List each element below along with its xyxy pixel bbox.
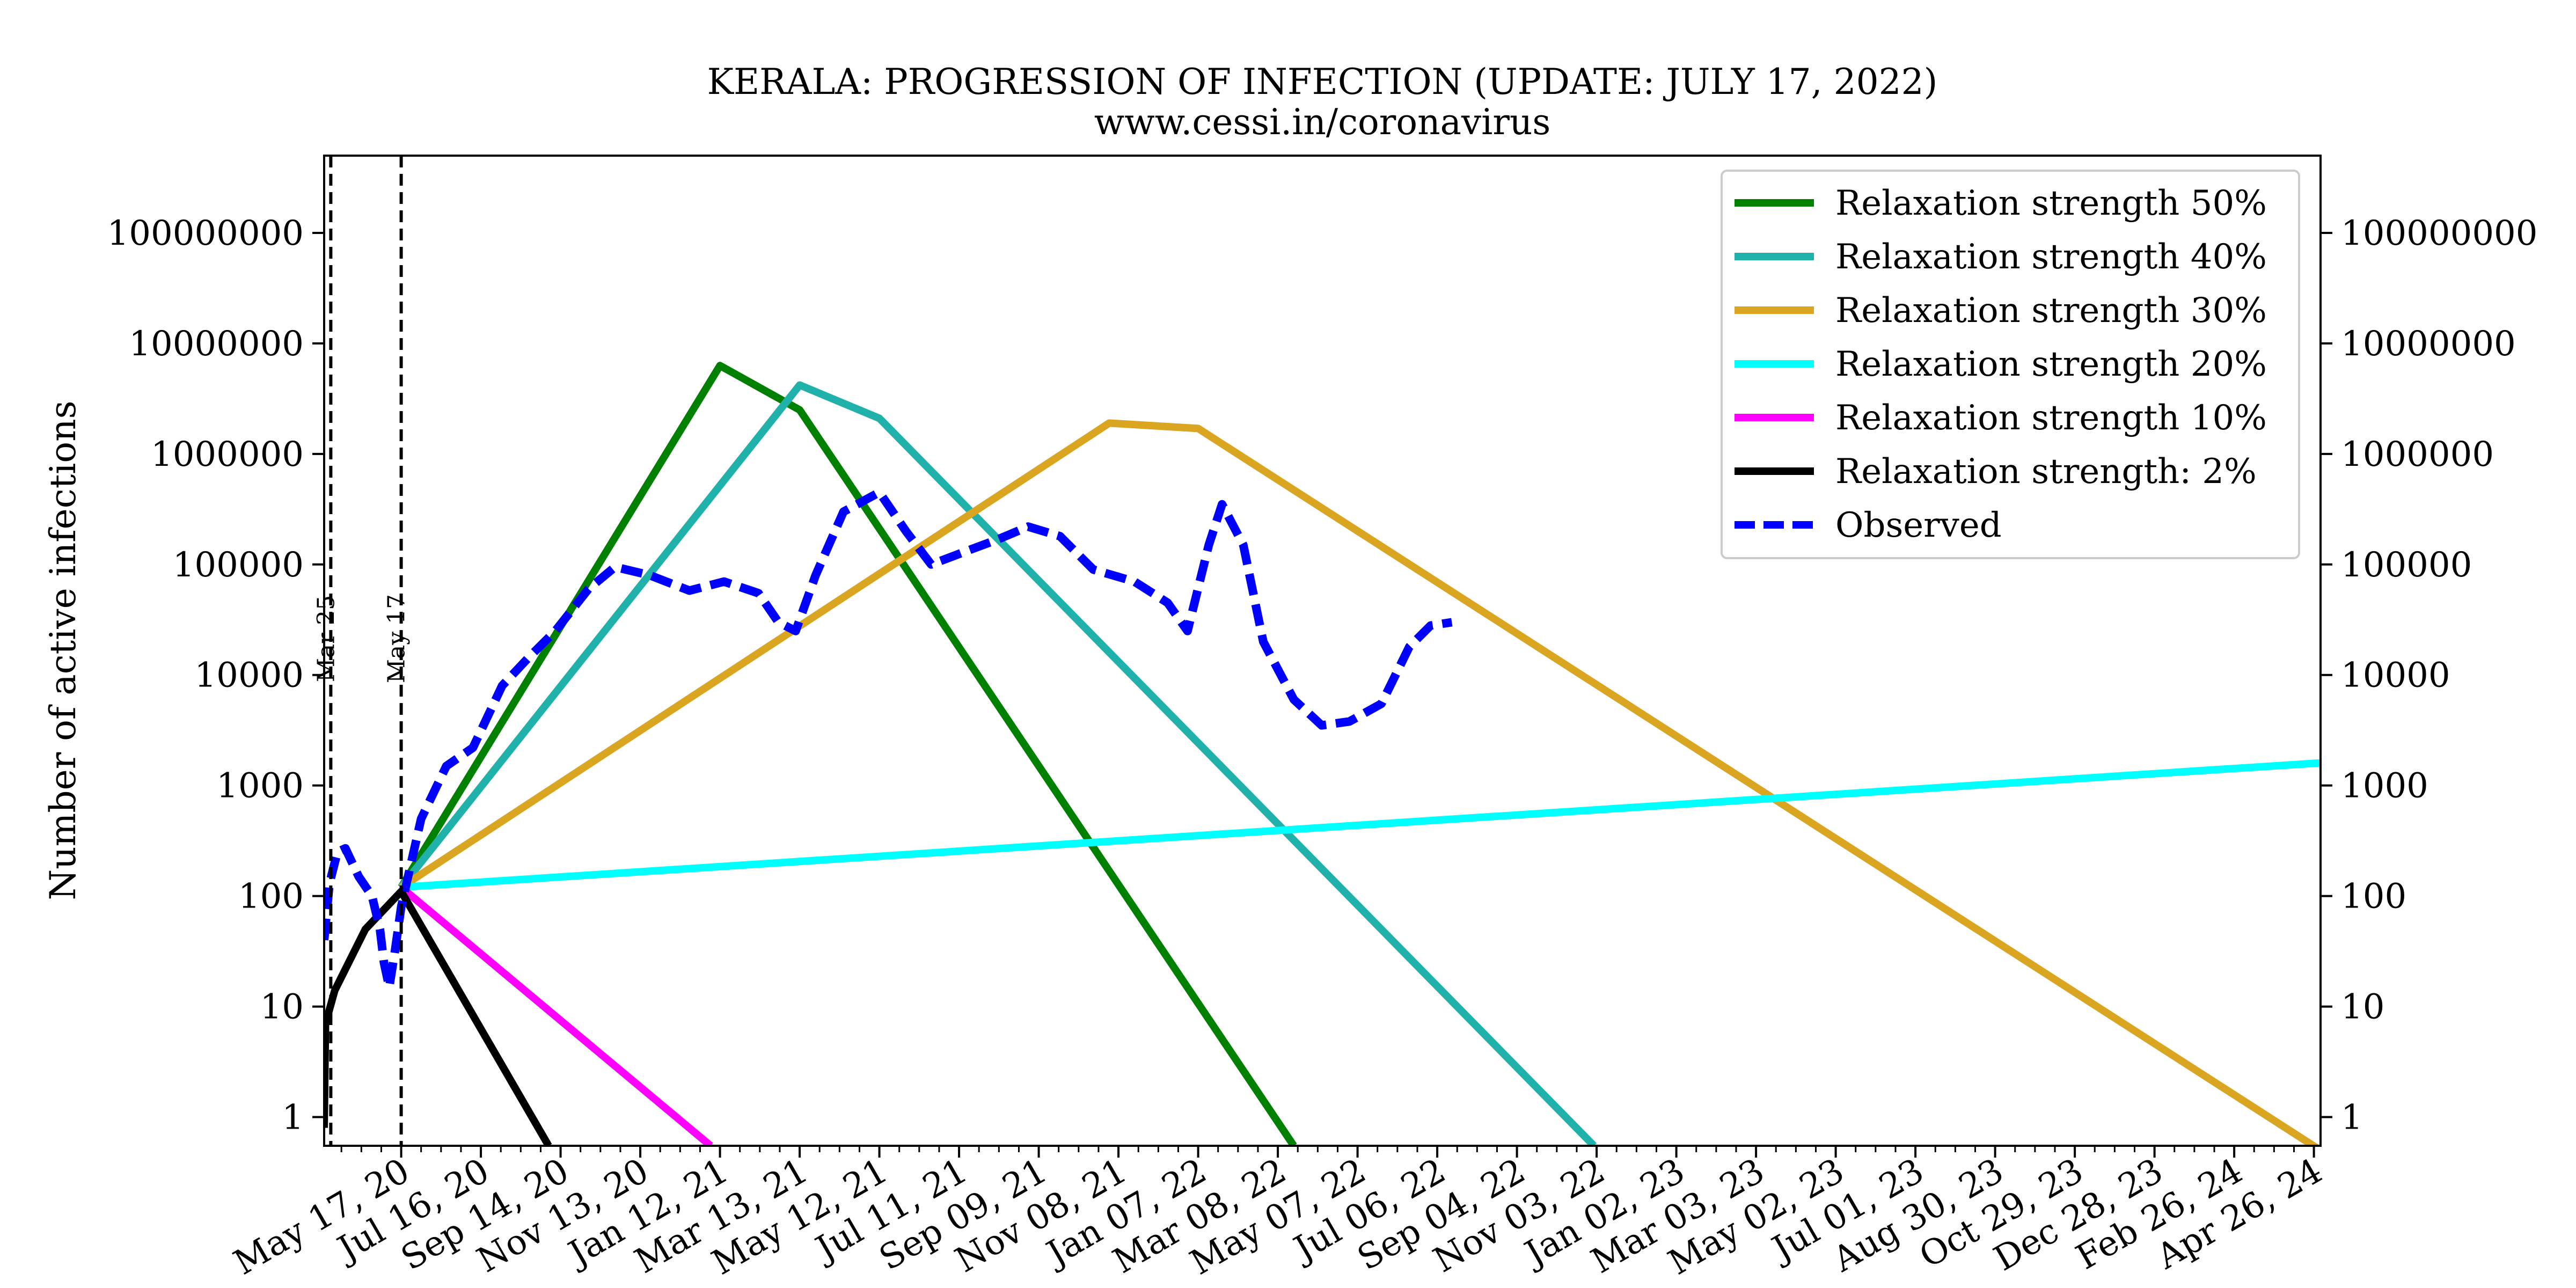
y-tick-label-left: 1000000 xyxy=(151,435,304,474)
y-tick-label-left: 1000 xyxy=(216,766,304,806)
y-tick-label-left: 10000 xyxy=(194,656,304,696)
series-line-relaxation-strength-2 xyxy=(324,888,552,1146)
y-axis-label: Number of active infections xyxy=(42,401,84,901)
y-tick-label-left: 100 xyxy=(238,877,304,917)
series-line-relaxation-strength-20 xyxy=(401,759,2321,891)
legend-label: Relaxation strength: 2% xyxy=(1835,452,2257,492)
legend-label: Relaxation strength 20% xyxy=(1835,345,2267,384)
y-tick-label-right: 1000000 xyxy=(2341,435,2494,474)
legend-label: Relaxation strength 40% xyxy=(1835,237,2267,277)
reference-line-label: Mar 25 xyxy=(312,595,340,682)
y-tick-label-left: 10000000 xyxy=(129,324,304,364)
y-tick-label-right: 10000000 xyxy=(2341,324,2516,364)
chart-subtitle: www.cessi.in/coronavirus xyxy=(1094,101,1551,143)
chart-title: KERALA: PROGRESSION OF INFECTION (UPDATE… xyxy=(707,61,1938,103)
y-tick-label-right: 100000 xyxy=(2341,545,2472,585)
y-tick-label-right: 100000000 xyxy=(2341,214,2537,253)
series-lines xyxy=(324,362,2321,1146)
y-tick-label-right: 10 xyxy=(2341,987,2384,1027)
legend-label: Relaxation strength 30% xyxy=(1835,291,2267,331)
y-tick-label-right: 1 xyxy=(2341,1098,2363,1138)
y-tick-label-right: 1000 xyxy=(2341,766,2428,806)
plot-frame xyxy=(323,155,2322,1147)
series-line-relaxation-strength-30 xyxy=(399,419,2321,1146)
series-line-relaxation-strength-40 xyxy=(398,381,1597,1146)
legend-box xyxy=(1721,170,2300,559)
series-line-relaxation-strength-50 xyxy=(398,362,1297,1146)
y-tick-label-right: 100 xyxy=(2341,877,2406,917)
legend: Relaxation strength 50% Relaxation streng… xyxy=(1721,170,2300,559)
legend-label: Relaxation strength 10% xyxy=(1835,398,2267,438)
y-tick-label-left: 10 xyxy=(260,987,304,1027)
series-line-observed xyxy=(324,488,1453,992)
y-tick-label-left: 100000000 xyxy=(107,214,304,253)
legend-label: Relaxation strength 50% xyxy=(1835,184,2267,223)
plot-marks: Mar 25 May 17 1 1 10 10 100 100 1000 1000 10000 100… xyxy=(107,155,2537,1283)
legend-label: Observed xyxy=(1835,506,2002,545)
reference-line-label: May 17 xyxy=(383,594,411,683)
series-line-relaxation-strength-10 xyxy=(399,884,713,1146)
y-tick-label-right: 10000 xyxy=(2341,656,2450,696)
y-tick-label-left: 1 xyxy=(282,1098,304,1138)
y-tick-label-left: 100000 xyxy=(173,545,304,585)
